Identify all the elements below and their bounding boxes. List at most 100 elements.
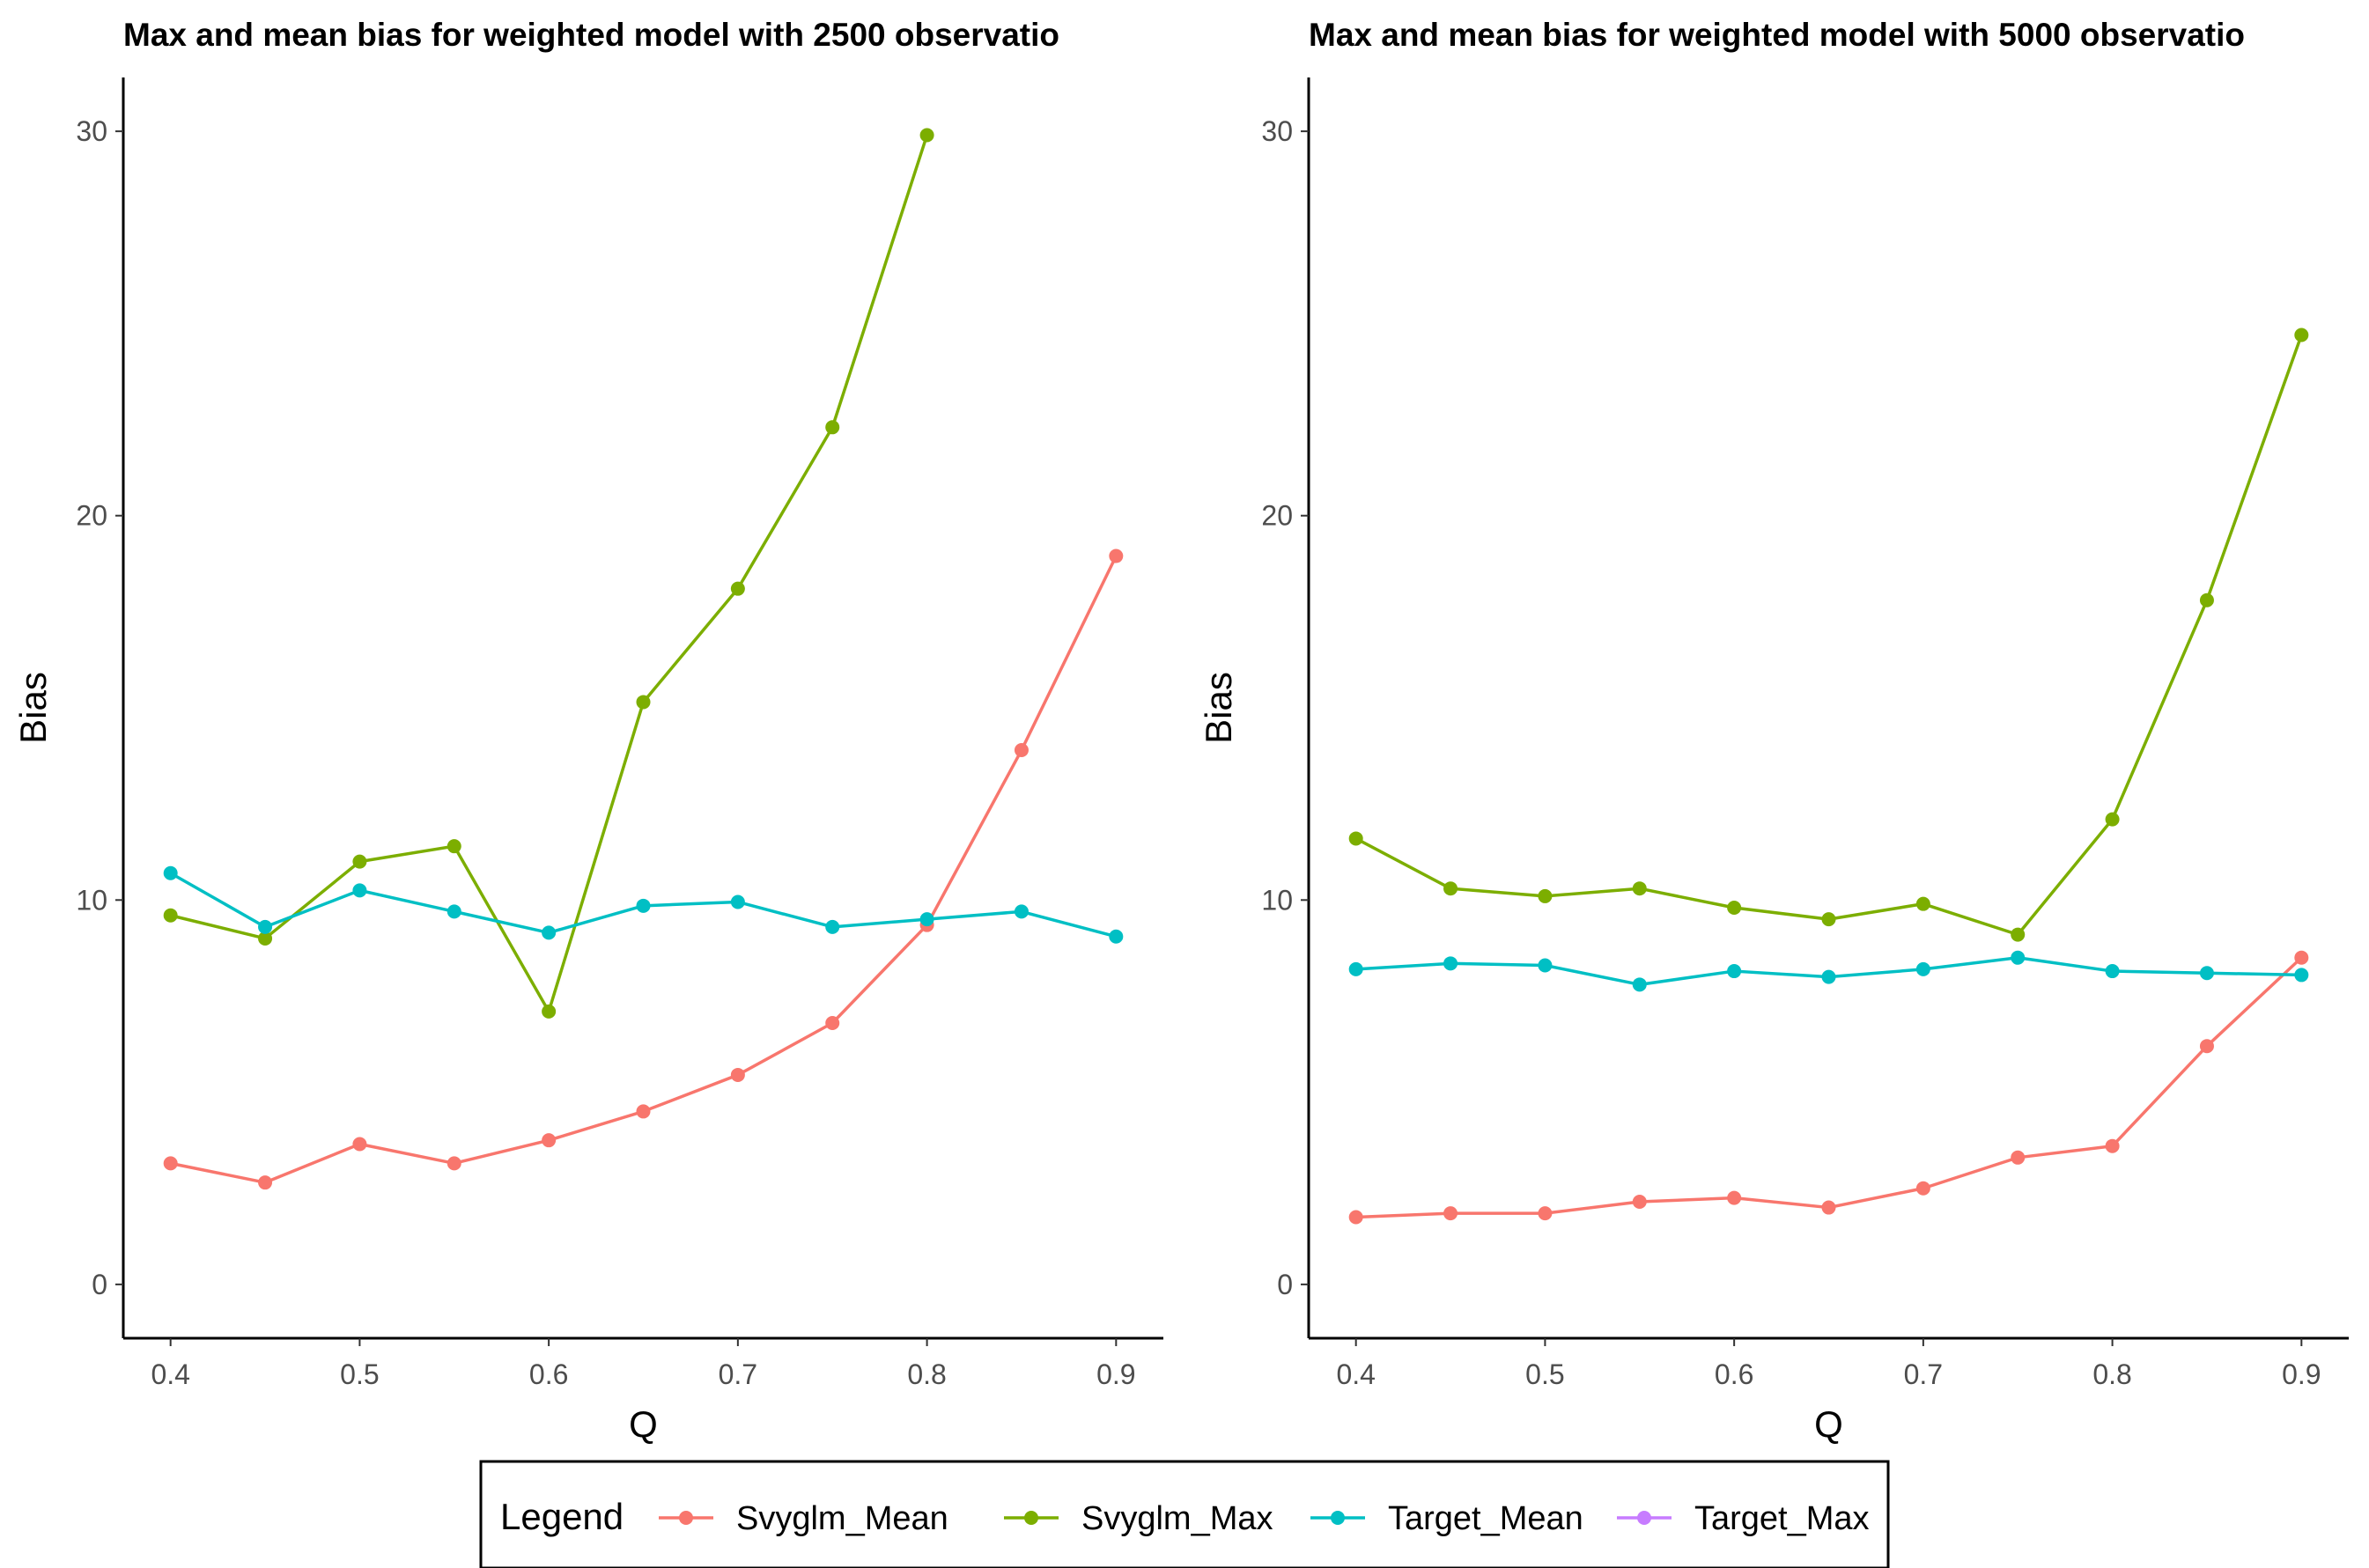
legend-key-point xyxy=(1331,1511,1345,1525)
data-point xyxy=(919,128,934,143)
legend-item-target-max: Target_Max xyxy=(1617,1500,1870,1537)
x-tick-label: 0.8 xyxy=(2092,1358,2131,1390)
data-point xyxy=(636,1104,651,1119)
data-point xyxy=(825,1016,840,1030)
x-tick-label: 0.7 xyxy=(1904,1358,1943,1390)
legend-key-point xyxy=(1637,1511,1651,1525)
data-point xyxy=(2105,1138,2120,1153)
series-target-mean xyxy=(163,865,1124,944)
data-point xyxy=(2294,950,2309,965)
data-point xyxy=(730,581,745,596)
data-point xyxy=(1109,929,1124,944)
legend-key-point xyxy=(679,1511,693,1525)
data-point xyxy=(2105,964,2120,979)
data-point xyxy=(1348,831,1363,846)
y-tick-label: 20 xyxy=(1261,500,1293,532)
data-point xyxy=(446,904,461,919)
x-tick-label: 0.6 xyxy=(529,1358,568,1390)
data-point xyxy=(542,925,557,940)
legend-label: Svyglm_Mean xyxy=(736,1500,948,1537)
x-tick-label: 0.9 xyxy=(1096,1358,1135,1390)
data-point xyxy=(1443,956,1458,971)
y-tick-label: 0 xyxy=(92,1269,107,1300)
x-tick-label: 0.7 xyxy=(719,1358,757,1390)
data-point xyxy=(258,919,273,934)
data-point xyxy=(1632,1195,1647,1210)
data-point xyxy=(163,908,178,923)
legend-label: Target_Max xyxy=(1694,1500,1870,1537)
y-tick-label: 30 xyxy=(1261,115,1293,147)
x-tick-label: 0.5 xyxy=(1525,1358,1564,1390)
data-point xyxy=(1727,1190,1742,1205)
data-point xyxy=(730,894,745,909)
data-point xyxy=(1014,904,1029,919)
data-point xyxy=(1915,896,1930,911)
y-tick-label: 20 xyxy=(76,500,107,532)
data-point xyxy=(636,695,651,710)
y-tick-label: 30 xyxy=(76,115,107,147)
y-tick-label: 10 xyxy=(1261,884,1293,916)
legend-title: Legend xyxy=(500,1496,624,1537)
data-point xyxy=(1727,964,1742,979)
data-point xyxy=(163,1156,178,1171)
panels: Max and mean bias for weighted model wit… xyxy=(12,17,2349,1445)
x-axis-label: Q xyxy=(1814,1403,1843,1445)
data-point xyxy=(636,898,651,913)
x-tick-label: 0.9 xyxy=(2282,1358,2321,1390)
legend-label: Target_Mean xyxy=(1388,1500,1583,1537)
data-point xyxy=(1632,977,1647,992)
y-tick-label: 10 xyxy=(76,884,107,916)
panel-2-title: Max and mean bias for weighted model wit… xyxy=(1309,17,2245,53)
data-point xyxy=(1821,969,1836,984)
legend-item-svyglm-mean: Svyglm_Mean xyxy=(659,1500,948,1537)
panel-1-title: Max and mean bias for weighted model wit… xyxy=(123,17,1059,53)
data-point xyxy=(2011,950,2026,965)
data-point xyxy=(542,1004,557,1019)
series-svyglm-max xyxy=(163,128,934,1019)
data-point xyxy=(258,931,273,946)
data-point xyxy=(542,1133,557,1148)
data-point xyxy=(1443,881,1458,896)
legend-item-svyglm-max: Svyglm_Max xyxy=(1004,1500,1273,1537)
data-point xyxy=(2011,1150,2026,1165)
data-point xyxy=(1014,743,1029,758)
legend-item-target-mean: Target_Mean xyxy=(1310,1500,1583,1537)
x-tick-label: 0.4 xyxy=(1336,1358,1375,1390)
data-point xyxy=(1348,1210,1363,1225)
data-point xyxy=(1915,961,1930,976)
data-point xyxy=(1538,958,1553,973)
series-svyglm-max xyxy=(1348,328,2309,942)
data-point xyxy=(163,865,178,880)
data-point xyxy=(258,1175,273,1190)
data-point xyxy=(1632,881,1647,896)
data-point xyxy=(1109,548,1124,563)
data-point xyxy=(2199,1039,2214,1054)
y-axis-label: Bias xyxy=(1198,672,1239,744)
data-point xyxy=(825,420,840,435)
x-tick-label: 0.4 xyxy=(151,1358,189,1390)
data-point xyxy=(1821,912,1836,927)
data-point xyxy=(730,1067,745,1082)
series-target-mean xyxy=(1348,950,2309,992)
data-point xyxy=(1348,961,1363,976)
data-point xyxy=(825,919,840,934)
legend: Legend Svyglm_Mean Svyglm_Max Target_Mean T… xyxy=(479,1460,1890,1568)
legend-box xyxy=(479,1460,1890,1568)
data-point xyxy=(2199,593,2214,607)
y-tick-label: 0 xyxy=(1277,1269,1293,1300)
data-point xyxy=(1821,1200,1836,1215)
data-point xyxy=(352,1137,367,1152)
data-point xyxy=(1538,888,1553,903)
data-point xyxy=(2294,328,2309,342)
data-point xyxy=(1443,1206,1458,1221)
legend-keys: Svyglm_Mean Svyglm_Max Target_Mean Target_M… xyxy=(659,1500,1870,1537)
data-point xyxy=(2105,812,2120,827)
legend-label: Svyglm_Max xyxy=(1081,1500,1273,1537)
data-point xyxy=(446,839,461,854)
series-svyglm-mean xyxy=(1348,950,2309,1225)
y-axis-label: Bias xyxy=(12,672,54,744)
x-tick-label: 0.6 xyxy=(1715,1358,1753,1390)
legend-key-point xyxy=(1024,1511,1038,1525)
